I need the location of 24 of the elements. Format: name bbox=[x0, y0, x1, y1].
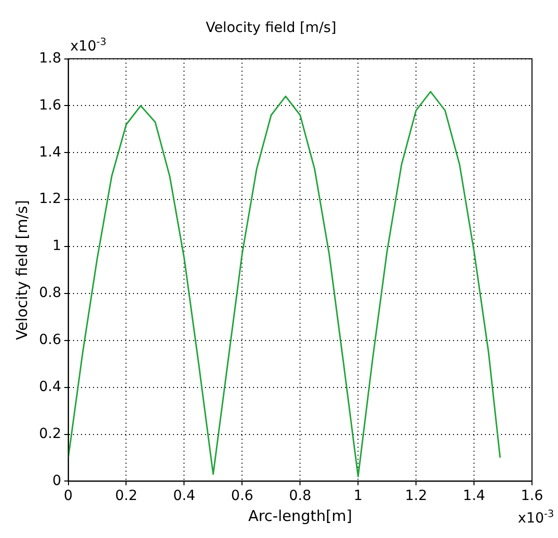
x-tick-label: 1 bbox=[354, 488, 363, 504]
y-axis-title: Velocity field [m/s] bbox=[12, 200, 31, 340]
y-tick-label: 1.6 bbox=[39, 97, 62, 114]
x-tick-label: 0.4 bbox=[173, 488, 196, 504]
x-tick-label: 0 bbox=[64, 488, 73, 504]
y-tick-label: 0.6 bbox=[39, 332, 62, 348]
y-tick-label: 1.2 bbox=[39, 191, 62, 208]
x-tick-label: 1.6 bbox=[520, 488, 544, 504]
text: x10$^{-3}$ bbox=[518, 509, 554, 527]
chart-title: Velocity field [m/s] bbox=[206, 20, 336, 36]
x-tick-label: 0.8 bbox=[289, 488, 312, 504]
y-tick-label: 0.8 bbox=[39, 285, 62, 302]
x-axis-title: Arc-length[m] bbox=[248, 506, 352, 525]
x-tick-label: 1.4 bbox=[462, 488, 486, 504]
x-tick-label: 1.2 bbox=[404, 488, 428, 504]
y-tick-label: 1.8 bbox=[39, 50, 62, 66]
x-tick-label: 0.2 bbox=[115, 488, 138, 504]
y-tick-label: 0.4 bbox=[39, 378, 62, 395]
y-tick-label: 0 bbox=[52, 472, 62, 489]
text: x10$^{-3}$ bbox=[70, 36, 106, 54]
x-tick-label: 0.6 bbox=[231, 488, 254, 504]
y-tick-label: 1.4 bbox=[39, 144, 62, 160]
y-tick-label: 1 bbox=[52, 238, 62, 254]
y-tick-label: 0.2 bbox=[39, 426, 62, 442]
